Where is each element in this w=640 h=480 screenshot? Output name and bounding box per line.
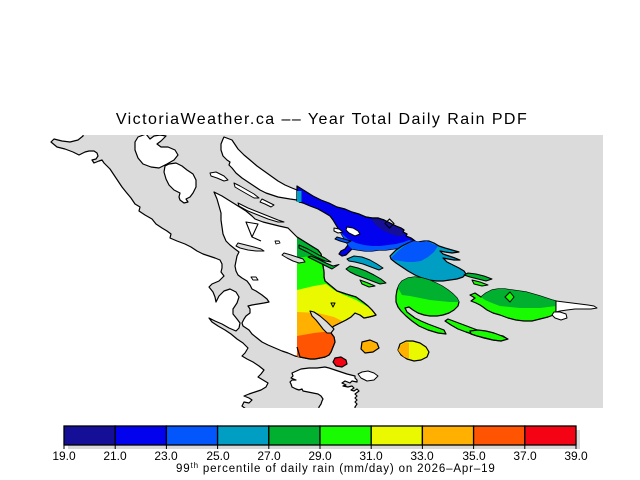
svg-text:23.0: 23.0 xyxy=(154,449,178,463)
svg-text:31.0: 31.0 xyxy=(359,449,383,463)
svg-text:29.0: 29.0 xyxy=(308,449,332,463)
svg-text:99th percentile of daily rain: 99th percentile of daily rain (mm/day) o… xyxy=(176,461,496,475)
svg-text:27.0: 27.0 xyxy=(257,449,281,463)
svg-text:35.0: 35.0 xyxy=(462,449,486,463)
svg-text:39.0: 39.0 xyxy=(564,449,588,463)
svg-text:21.0: 21.0 xyxy=(103,449,127,463)
svg-text:25.0: 25.0 xyxy=(206,449,230,463)
svg-text:VictoriaWeather.ca –– Year Tot: VictoriaWeather.ca –– Year Total Daily R… xyxy=(116,111,528,128)
svg-text:37.0: 37.0 xyxy=(513,449,537,463)
svg-text:33.0: 33.0 xyxy=(410,449,434,463)
svg-text:19.0: 19.0 xyxy=(52,449,76,463)
